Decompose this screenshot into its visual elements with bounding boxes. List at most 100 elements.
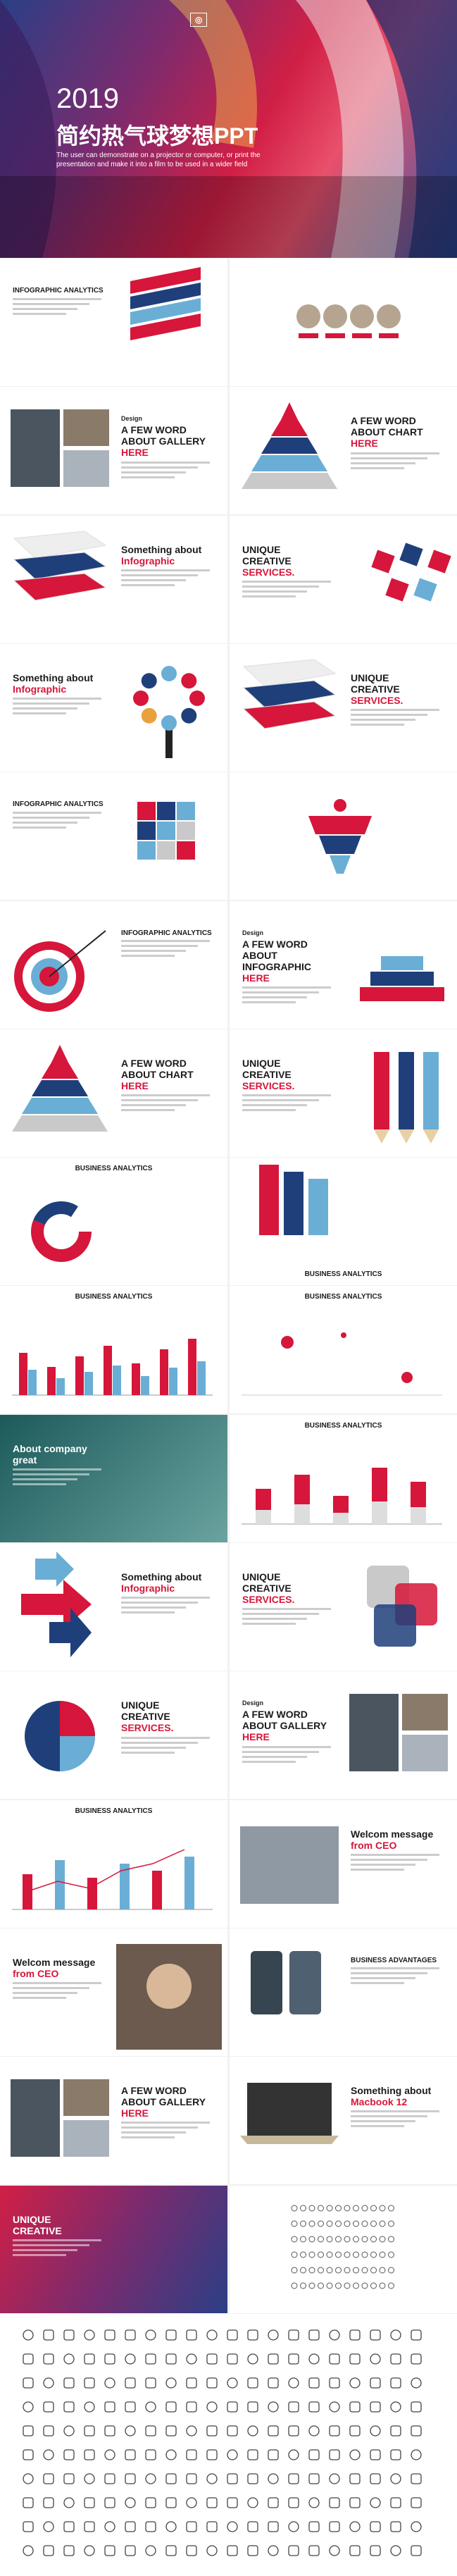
icon bbox=[186, 2521, 197, 2532]
icon bbox=[370, 2377, 381, 2389]
icon bbox=[125, 2353, 136, 2365]
text-block: About company great bbox=[13, 1443, 111, 1485]
slide: Something about Infographic bbox=[0, 1543, 227, 1671]
bar bbox=[188, 1339, 196, 1396]
slide: UNIQUE CREATIVE SERVICES. bbox=[230, 643, 457, 772]
icon bbox=[288, 2353, 299, 2365]
text-placeholder bbox=[121, 476, 175, 478]
slide-title: A FEW WORD bbox=[242, 1709, 308, 1721]
icon bbox=[206, 2401, 218, 2413]
bar bbox=[411, 1506, 426, 1524]
slide-graphic bbox=[242, 402, 337, 490]
text-placeholder bbox=[242, 1104, 308, 1107]
icon bbox=[300, 2282, 306, 2289]
shape bbox=[366, 0, 457, 258]
icon bbox=[186, 2425, 197, 2436]
ribbon bbox=[130, 298, 201, 325]
text-placeholder bbox=[13, 1468, 101, 1470]
cover-subtitle: The user can demonstrate on a projector … bbox=[56, 151, 261, 168]
slide-graphic bbox=[259, 1165, 328, 1236]
icon bbox=[370, 2220, 377, 2227]
icon bbox=[165, 2425, 177, 2436]
photo bbox=[402, 1735, 448, 1772]
icon bbox=[370, 2449, 381, 2460]
shape bbox=[0, 176, 457, 258]
slide bbox=[230, 2185, 457, 2313]
icon bbox=[388, 2251, 394, 2258]
text-placeholder bbox=[351, 466, 404, 469]
pencil-tip bbox=[374, 1129, 389, 1144]
text-block: Something about Infographic bbox=[121, 1571, 220, 1614]
icon bbox=[300, 2205, 306, 2211]
text-placeholder bbox=[242, 590, 308, 593]
slide-graphic bbox=[31, 1201, 92, 1263]
pencil bbox=[374, 1051, 389, 1129]
pyramid-layer bbox=[22, 1097, 98, 1114]
slide-title: great bbox=[13, 1454, 37, 1466]
text-placeholder bbox=[13, 1478, 78, 1480]
text-block: BUSINESS ADVANTAGES bbox=[351, 1957, 449, 1985]
note: Design bbox=[121, 415, 143, 423]
pyramid-layer bbox=[261, 438, 318, 454]
icon bbox=[63, 2497, 75, 2508]
funnel-part bbox=[330, 855, 351, 874]
icon bbox=[186, 2377, 197, 2389]
icon bbox=[63, 2521, 75, 2532]
bar bbox=[372, 1467, 387, 1501]
text-placeholder bbox=[351, 1858, 428, 1861]
icon bbox=[227, 2401, 238, 2413]
icon bbox=[63, 2545, 75, 2556]
text-placeholder bbox=[121, 1094, 210, 1097]
slide-graphic bbox=[242, 1332, 442, 1396]
icon bbox=[125, 2473, 136, 2484]
icon bbox=[411, 2329, 422, 2341]
trend bbox=[25, 1848, 185, 1893]
icon bbox=[186, 2329, 197, 2341]
slide-title: HERE bbox=[242, 972, 270, 984]
ribbon bbox=[130, 283, 201, 309]
bar bbox=[113, 1366, 121, 1396]
cube-cell bbox=[177, 841, 195, 860]
text-block: BUSINESS ANALYTICS bbox=[0, 1165, 227, 1173]
icon bbox=[361, 2282, 368, 2289]
slide: Design A FEW WORD ABOUT GALLERY HERE bbox=[230, 1671, 457, 1800]
ribbon bbox=[13, 531, 107, 559]
icon bbox=[165, 2473, 177, 2484]
icon bbox=[43, 2353, 54, 2365]
slide-graphic bbox=[296, 304, 401, 338]
bar bbox=[47, 1367, 56, 1396]
icon bbox=[84, 2521, 95, 2532]
face bbox=[146, 1963, 192, 2009]
leaf bbox=[161, 714, 177, 731]
slide: BUSINESS ANALYTICS bbox=[230, 1286, 457, 1414]
icon bbox=[329, 2401, 340, 2413]
icon bbox=[361, 2236, 368, 2242]
icon bbox=[308, 2521, 320, 2532]
text-block: Something about Infographic bbox=[121, 544, 220, 586]
icon bbox=[308, 2545, 320, 2556]
slide: Welcom message from CEO bbox=[230, 1800, 457, 1928]
icon bbox=[145, 2497, 156, 2508]
text-placeholder bbox=[351, 1982, 404, 1985]
icon bbox=[43, 2401, 54, 2413]
icon bbox=[370, 2251, 377, 2258]
text-placeholder bbox=[242, 986, 331, 989]
text-placeholder bbox=[13, 1992, 78, 1995]
slide-title: INFOGRAPHIC ANALYTICS bbox=[13, 287, 104, 295]
bar bbox=[75, 1356, 84, 1396]
icon bbox=[361, 2205, 368, 2211]
icon bbox=[227, 2521, 238, 2532]
icon bbox=[329, 2545, 340, 2556]
text-placeholder bbox=[121, 1104, 187, 1107]
text-placeholder bbox=[351, 462, 416, 464]
slide-graphic bbox=[291, 2205, 394, 2289]
icon bbox=[411, 2497, 422, 2508]
text-placeholder bbox=[351, 719, 416, 722]
phone bbox=[251, 1950, 282, 2014]
pencil-tip bbox=[423, 1129, 439, 1144]
icon bbox=[353, 2267, 359, 2273]
funnel-part bbox=[319, 836, 361, 855]
dot bbox=[341, 1332, 346, 1339]
slide-graphic bbox=[116, 1943, 222, 2050]
icon bbox=[370, 2401, 381, 2413]
